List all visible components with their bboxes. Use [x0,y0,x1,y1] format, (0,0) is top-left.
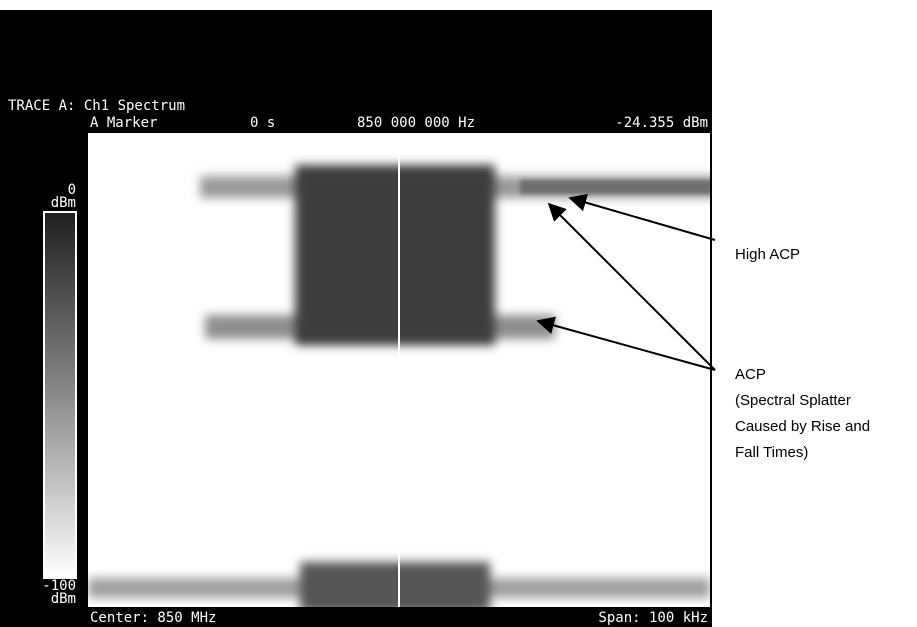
bottom-burst [300,562,490,607]
scale-top-unit: dBm [51,195,76,211]
annotation-acp: (Spectral Splatter [735,392,851,409]
annotation-high-acp: High ACP [735,246,800,263]
arrow [568,193,716,241]
scale-bottom: -100 [42,578,76,594]
annotation-acp: ACP [735,366,766,383]
arrows [536,193,716,371]
center-frequency: Center: 850 MHz [90,610,216,626]
annotation-acp: Fall Times) [735,444,808,461]
spectrogram-image [88,133,710,607]
span: Span: 100 kHz [598,610,708,626]
annotation-acp: Caused by Rise and [735,418,870,435]
scale-bottom-unit: dBm [51,591,76,607]
scale-top: 0 [68,182,76,198]
high-acp-band [520,180,710,194]
marker-time: 0 s [250,115,275,131]
trace-title: TRACE A: Ch1 Spectrum [8,98,185,114]
arrow [536,316,716,371]
marker-level: -24.355 dBm [615,115,708,131]
marker-label: A Marker [90,115,157,131]
arrow [547,202,716,371]
marker-frequency: 850 000 000 Hz [357,115,475,131]
signal-burst [295,165,495,345]
color-scale-bar [43,211,77,579]
